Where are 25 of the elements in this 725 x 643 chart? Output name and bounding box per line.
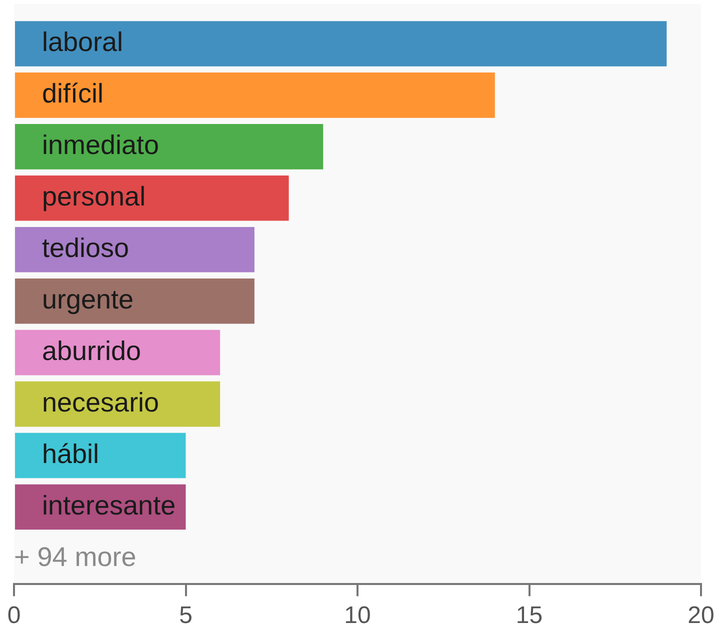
y-tick-label: urgente bbox=[42, 284, 134, 315]
y-tick-label: interesante bbox=[42, 490, 176, 520]
y-tick-label: laboral bbox=[42, 27, 124, 58]
x-tick-label: 5 bbox=[179, 602, 192, 630]
y-tick-label: hábil bbox=[42, 438, 100, 469]
x-tick-label: 0 bbox=[7, 602, 21, 630]
bar bbox=[15, 21, 667, 66]
x-tick-label: 10 bbox=[344, 602, 371, 630]
annotation: + 94 more bbox=[14, 542, 136, 572]
bar bbox=[15, 278, 254, 324]
y-tick-label: personal bbox=[42, 182, 146, 212]
y-tick-label: difícil bbox=[42, 78, 104, 109]
bar bbox=[15, 226, 254, 272]
bar bbox=[15, 381, 220, 427]
bar bbox=[15, 124, 324, 170]
y-tick-label: aburrido bbox=[42, 336, 142, 366]
x-tick-label: 20 bbox=[688, 602, 714, 630]
bar bbox=[15, 72, 495, 118]
bar bbox=[15, 432, 186, 478]
x-tick-label: 15 bbox=[516, 602, 543, 630]
bar bbox=[15, 330, 220, 376]
y-tick-label: inmediato bbox=[42, 130, 160, 160]
bar bbox=[15, 176, 289, 221]
y-tick-label: necesario bbox=[42, 388, 160, 418]
y-tick-label: tedioso bbox=[42, 233, 130, 264]
